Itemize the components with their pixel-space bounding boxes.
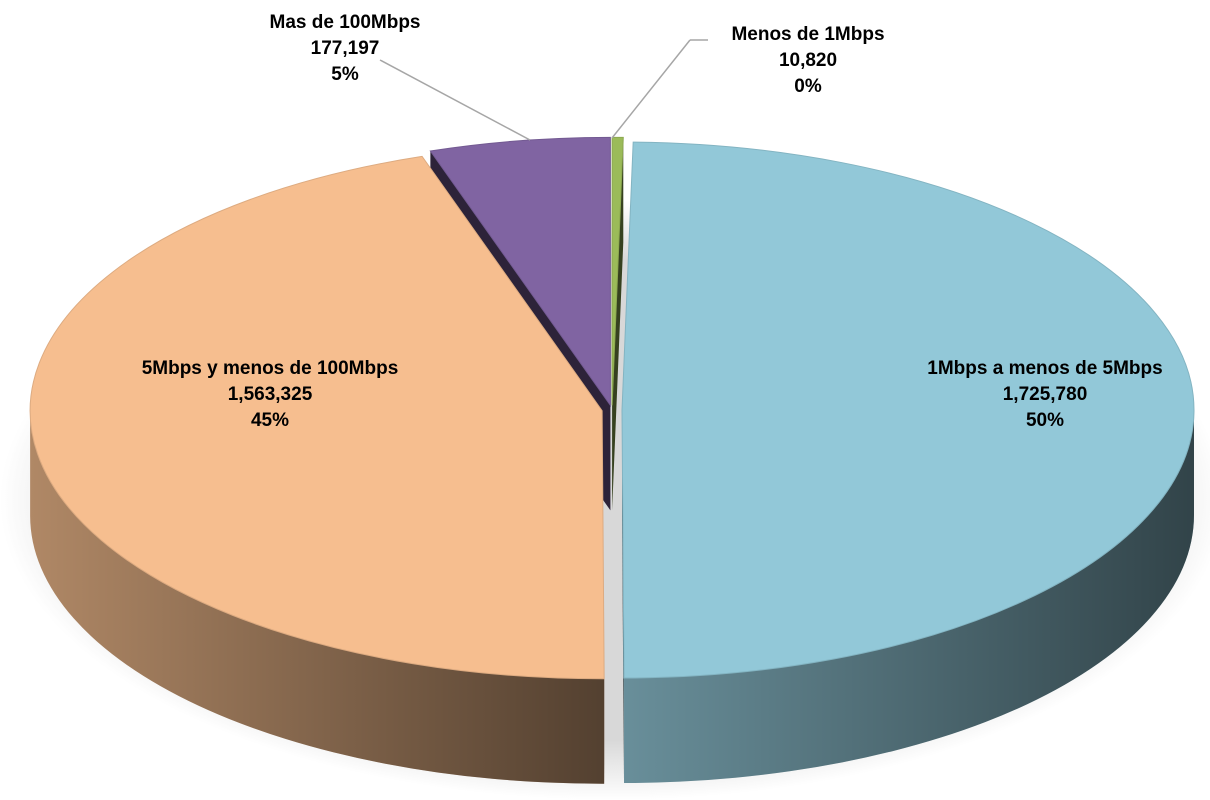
value-label: 1,563,325 <box>227 384 313 405</box>
percentage-label: 5% <box>331 64 359 85</box>
data-label: 1Mbps a menos de 5Mbps 1,725,780 50% <box>925 356 1165 434</box>
category-name: 1Mbps a menos de 5Mbps <box>927 358 1163 379</box>
value-label: 177,197 <box>310 38 380 59</box>
percentage-label: 45% <box>250 410 290 431</box>
category-name: Menos de 1Mbps <box>731 24 885 45</box>
slice-tops <box>29 136 1195 680</box>
leader-line <box>611 39 691 139</box>
slice <box>429 136 611 407</box>
percentage-label: 50% <box>1025 410 1065 431</box>
slice-face <box>612 137 624 511</box>
data-label: Menos de 1Mbps 10,820 0% <box>698 22 918 100</box>
slice-side-shade <box>30 410 605 784</box>
value-label: 1,725,780 <box>1002 384 1088 405</box>
slice-side-shade <box>624 410 1194 784</box>
value-label: 10,820 <box>778 50 838 71</box>
category-name: Mas de 100Mbps <box>269 12 421 33</box>
category-name: 5Mbps y menos de 100Mbps <box>141 358 399 379</box>
data-label: Mas de 100Mbps 177,197 5% <box>225 10 465 88</box>
slice <box>621 141 1195 679</box>
percentage-label: 0% <box>794 76 822 97</box>
slice <box>29 155 605 680</box>
data-label: 5Mbps y menos de 100Mbps 1,563,325 45% <box>90 356 450 434</box>
leader-line <box>379 59 531 141</box>
